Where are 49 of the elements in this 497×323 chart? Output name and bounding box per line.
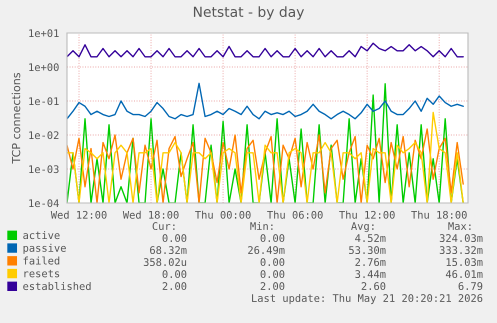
text: 0.00	[260, 258, 284, 266]
legend-label: resets	[24, 270, 60, 278]
text: Cur:	[152, 222, 174, 230]
y-tick-label: 1e+00	[29, 63, 59, 72]
y-tick-label: 1e-01	[29, 97, 59, 106]
text: 358.02u	[144, 258, 186, 266]
x-tick-label: Thu 18:00	[411, 210, 467, 219]
legend-label: failed	[24, 256, 60, 265]
text: 2.60	[362, 282, 386, 290]
line-series	[67, 112, 464, 203]
x-tick-label: Thu 00:00	[195, 210, 251, 219]
text: 0.00	[162, 234, 186, 242]
text: 333.32m	[440, 246, 483, 254]
text: 6.79	[458, 282, 482, 290]
text: 15.03m	[446, 258, 483, 266]
text: Avg:	[351, 222, 374, 232]
y-tick-label: 1e-03	[29, 165, 59, 174]
text: 3.44m	[355, 270, 386, 278]
legend-label: active	[23, 231, 60, 240]
y-tick-label: 1e-04	[29, 199, 59, 208]
text: 26.49m	[248, 246, 285, 254]
y-tick-label: 1e+01	[29, 29, 59, 38]
x-tick-label: Wed 12:00	[50, 210, 107, 219]
chart-title: Netstat - by day	[194, 6, 304, 20]
legend-label: established	[23, 282, 91, 290]
text: Min:	[250, 222, 272, 230]
text: 0.00	[162, 270, 186, 278]
text: 0.00	[260, 270, 284, 278]
y-tick-label: 1e-02	[29, 131, 58, 140]
text: 46.01m	[446, 270, 483, 278]
line-series	[67, 128, 464, 203]
x-tick-label: Thu 06:00	[267, 210, 323, 219]
legend-label: passive	[24, 244, 66, 254]
text: 4.52m	[355, 234, 386, 242]
x-tick-label: Wed 18:00	[122, 210, 179, 219]
text: 2.00	[162, 282, 186, 290]
x-tick-label: Thu 12:00	[339, 210, 395, 219]
line-series	[67, 83, 464, 203]
text: 2.76m	[355, 258, 386, 266]
line-series	[67, 42, 464, 58]
text: 2.00	[260, 282, 284, 290]
text: 53.30m	[349, 246, 386, 254]
y-axis-title: TCP connections	[12, 72, 20, 164]
text: Max:	[448, 222, 470, 230]
line-series	[67, 82, 464, 120]
text: 68.32m	[150, 246, 187, 254]
text: 324.03m	[440, 234, 483, 242]
text: Last update: Thu May 21 20:20:21 2026	[252, 294, 482, 304]
text: 0.00	[260, 234, 284, 242]
